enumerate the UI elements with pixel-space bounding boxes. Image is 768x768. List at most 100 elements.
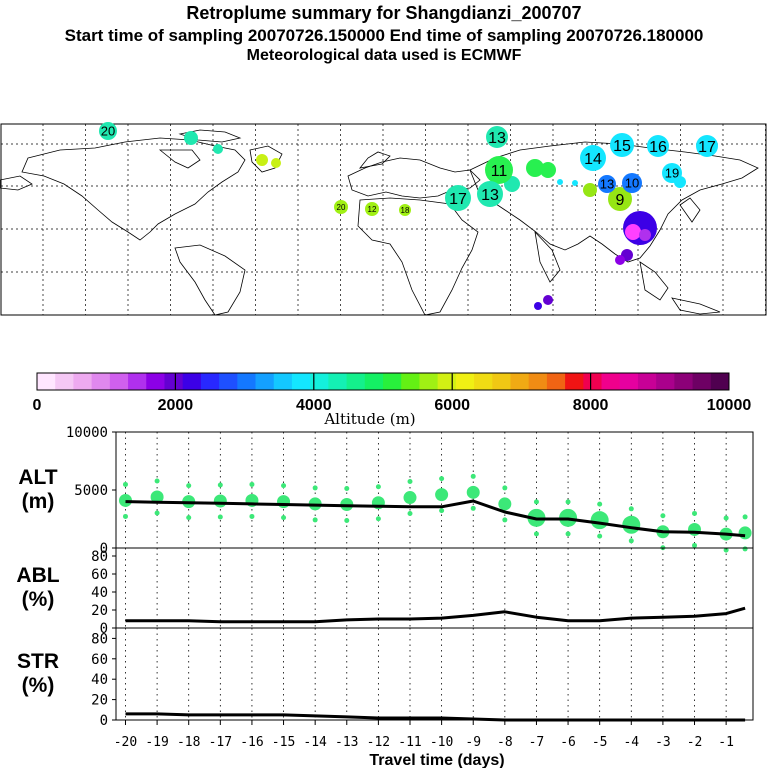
y-axis-unit: (m)	[22, 490, 55, 513]
altitude-cluster-point	[498, 497, 512, 511]
colorbar-swatch	[601, 373, 621, 390]
y-tick-label: 80	[91, 549, 108, 565]
altitude-cluster-point	[502, 485, 508, 491]
x-tick-label: -7	[529, 735, 545, 750]
altitude-cluster-point	[281, 483, 287, 489]
altitude-cluster-point	[470, 473, 476, 479]
colorbar-swatch	[219, 373, 238, 390]
colorbar-tick-label: 6000	[434, 397, 470, 414]
colorbar-swatch	[546, 373, 566, 390]
series-line-str	[125, 712, 746, 722]
y-tick-label: 20	[91, 603, 108, 619]
colorbar-swatch	[291, 373, 311, 390]
series-line-alt	[125, 499, 746, 538]
x-tick-label: -13	[335, 735, 358, 750]
plume-cluster	[696, 135, 718, 157]
x-tick-label: -12	[367, 735, 390, 750]
chart-title: Retroplume summary for Shangdianzi_20070…	[186, 3, 582, 23]
colorbar-swatch	[109, 373, 129, 390]
plume-age-label: 14	[584, 151, 602, 168]
x-tick-label: -15	[272, 735, 295, 750]
plume-cluster	[445, 185, 471, 211]
altitude-cluster-point	[217, 514, 223, 520]
plume-age-label: 16	[649, 139, 667, 156]
y-tick-label: 20	[91, 693, 108, 709]
colorbar-swatch	[583, 373, 603, 390]
y-tick-label: 80	[91, 631, 108, 647]
y-tick-label: 60	[91, 567, 108, 583]
colorbar-swatch	[273, 373, 293, 390]
panel-str: 0 20 40 60 80 STR(%)	[17, 627, 754, 729]
altitude-cluster-point	[122, 481, 128, 487]
altitude-cluster-point	[277, 495, 291, 509]
altitude-cluster-point	[466, 485, 480, 499]
plume-cluster	[526, 159, 544, 177]
altitude-cluster-point	[407, 511, 413, 517]
x-tick-label: -18	[177, 735, 200, 750]
altitude-cluster-point	[439, 508, 445, 514]
colorbar-swatch	[37, 373, 56, 390]
colorbar-tick-label: 10000	[707, 397, 752, 414]
colorbar-swatch	[419, 373, 439, 390]
colorbar-tick-label: 4000	[296, 397, 332, 414]
plume-cluster	[477, 181, 503, 207]
altitude-cluster-point	[375, 484, 381, 490]
altitude-cluster-point	[344, 486, 350, 491]
plume-age-label: 12	[368, 205, 377, 214]
altitude-cluster-point	[723, 547, 729, 553]
meteo-data-subtitle: Meteorological data used is ECMWF	[246, 47, 522, 64]
altitude-cluster-point	[565, 499, 571, 505]
plume-cluster	[256, 154, 268, 166]
altitude-cluster-point	[628, 506, 634, 512]
plume-cluster	[662, 163, 682, 183]
colorbar-tick-label: 2000	[158, 397, 194, 414]
plume-cluster	[99, 122, 117, 140]
plume-cluster	[608, 187, 632, 211]
altitude-colorbar: 0 2000 4000 6000 8000 10000 Altitude (m)	[33, 372, 752, 428]
colorbar-swatch	[328, 373, 348, 390]
x-tick-label: -6	[560, 735, 576, 750]
altitude-cluster-point	[628, 538, 634, 544]
plume-age-label: 13	[488, 130, 506, 147]
x-tick-label: -1	[718, 735, 734, 750]
plume-cluster	[615, 255, 625, 265]
altitude-cluster-point	[692, 510, 698, 516]
colorbar-swatch	[128, 373, 147, 390]
altitude-cluster-point	[502, 517, 508, 523]
altitude-cluster-point	[723, 515, 729, 521]
y-axis-label: ABL	[16, 564, 59, 587]
altitude-cluster-point	[186, 483, 192, 489]
x-tick-label: -2	[687, 735, 703, 750]
y-tick-label: 0	[100, 541, 108, 557]
altitude-cluster-point	[281, 515, 287, 521]
altitude-cluster-point	[742, 514, 748, 520]
altitude-cluster-point	[597, 501, 603, 507]
sampling-time-subtitle: Start time of sampling 20070726.150000 E…	[64, 26, 704, 45]
colorbar-swatch	[692, 373, 712, 390]
altitude-cluster-point	[403, 491, 417, 505]
altitude-cluster-point	[122, 513, 128, 519]
plume-age-label: 10	[625, 176, 639, 191]
colorbar-swatch	[73, 373, 93, 390]
altitude-cluster-point	[590, 511, 609, 530]
x-axis-label: Travel time (days)	[369, 752, 504, 768]
altitude-cluster-point	[439, 476, 445, 482]
plume-cluster	[583, 183, 597, 197]
colorbar-swatch	[146, 373, 165, 390]
plume-age-label: 17	[449, 191, 467, 208]
altitude-cluster-point	[407, 479, 413, 485]
colorbar-swatch	[510, 373, 530, 390]
x-tick-label: -16	[240, 735, 263, 750]
plume-age-label: 17	[698, 139, 716, 156]
plume-cluster	[365, 202, 379, 216]
plume-age-label: 20	[337, 203, 346, 212]
altitude-cluster-point	[154, 510, 160, 516]
y-tick-label: 10000	[66, 425, 108, 441]
colorbar-swatch	[437, 373, 457, 390]
altitude-cluster-point	[660, 513, 666, 519]
y-tick-label: 60	[91, 652, 108, 668]
x-tick-label: -4	[623, 735, 639, 750]
y-tick-label: 0	[100, 713, 108, 729]
plume-cluster	[622, 173, 642, 193]
colorbar-swatch	[164, 373, 184, 390]
